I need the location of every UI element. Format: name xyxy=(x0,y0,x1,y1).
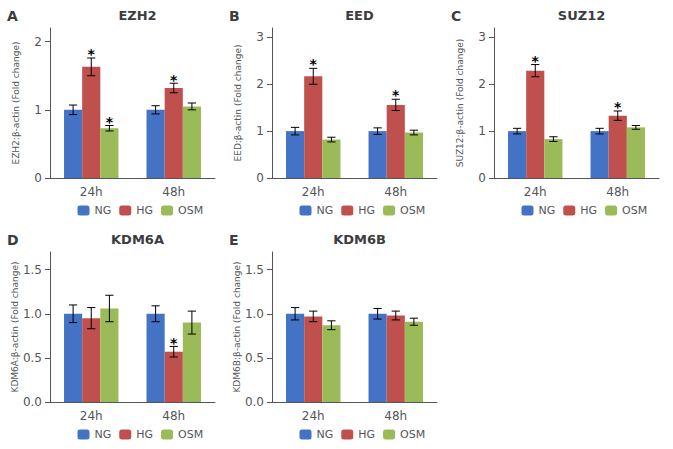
svg-text:NG: NG xyxy=(317,428,334,441)
svg-text:1.5: 1.5 xyxy=(245,263,264,277)
svg-text:24h: 24h xyxy=(302,409,325,423)
svg-text:OSM: OSM xyxy=(400,428,425,441)
svg-text:24h: 24h xyxy=(524,185,547,199)
svg-text:24h: 24h xyxy=(80,409,103,423)
svg-text:*: * xyxy=(170,335,178,351)
svg-text:NG: NG xyxy=(317,204,334,217)
svg-text:C: C xyxy=(451,8,461,24)
svg-text:1: 1 xyxy=(256,124,264,138)
svg-text:1.0: 1.0 xyxy=(23,307,42,321)
svg-text:E: E xyxy=(229,232,239,248)
svg-text:*: * xyxy=(88,46,96,62)
svg-text:1: 1 xyxy=(34,103,42,117)
svg-text:0.5: 0.5 xyxy=(23,351,42,365)
svg-text:EZH2:β-actin (Fold change): EZH2:β-actin (Fold change) xyxy=(11,41,21,164)
svg-text:3: 3 xyxy=(256,30,264,44)
svg-text:HG: HG xyxy=(136,428,153,441)
svg-text:*: * xyxy=(310,56,318,72)
svg-text:0: 0 xyxy=(478,171,486,185)
svg-text:*: * xyxy=(532,53,540,69)
svg-text:HG: HG xyxy=(580,204,597,217)
svg-text:*: * xyxy=(170,72,178,88)
svg-text:NG: NG xyxy=(95,428,112,441)
svg-text:OSM: OSM xyxy=(178,204,203,217)
svg-text:EED:β-actin (Fold change): EED:β-actin (Fold change) xyxy=(233,45,243,162)
svg-text:NG: NG xyxy=(95,204,112,217)
svg-text:B: B xyxy=(229,8,240,24)
svg-text:OSM: OSM xyxy=(178,428,203,441)
svg-text:HG: HG xyxy=(358,204,375,217)
svg-text:48h: 48h xyxy=(606,185,629,199)
svg-text:EZH2: EZH2 xyxy=(118,8,156,23)
svg-text:0.0: 0.0 xyxy=(23,395,42,409)
svg-text:1.0: 1.0 xyxy=(245,307,264,321)
svg-text:D: D xyxy=(7,232,19,248)
svg-text:0: 0 xyxy=(256,171,264,185)
svg-text:48h: 48h xyxy=(162,409,185,423)
svg-text:KDM6B:β-actin (Fold change): KDM6B:β-actin (Fold change) xyxy=(232,261,242,392)
svg-text:*: * xyxy=(614,99,622,115)
svg-text:2: 2 xyxy=(34,35,42,49)
svg-text:0.5: 0.5 xyxy=(245,351,264,365)
svg-text:NG: NG xyxy=(539,204,556,217)
svg-text:HG: HG xyxy=(358,428,375,441)
svg-text:2: 2 xyxy=(256,77,264,91)
svg-text:48h: 48h xyxy=(162,185,185,199)
svg-text:OSM: OSM xyxy=(622,204,647,217)
svg-text:0.0: 0.0 xyxy=(245,395,264,409)
svg-text:24h: 24h xyxy=(302,185,325,199)
svg-text:3: 3 xyxy=(478,30,486,44)
svg-text:48h: 48h xyxy=(384,185,407,199)
svg-text:EED: EED xyxy=(345,8,374,23)
svg-text:24h: 24h xyxy=(80,185,103,199)
svg-text:OSM: OSM xyxy=(400,204,425,217)
svg-text:1: 1 xyxy=(478,124,486,138)
svg-text:1.5: 1.5 xyxy=(23,263,42,277)
svg-text:A: A xyxy=(7,8,18,24)
svg-text:KDM6B: KDM6B xyxy=(333,232,386,247)
svg-text:HG: HG xyxy=(136,204,153,217)
svg-text:2: 2 xyxy=(478,77,486,91)
svg-text:KDM6A:β-actin (Fold change): KDM6A:β-actin (Fold change) xyxy=(10,262,20,393)
svg-text:SUZ12:β-actin (Fold change): SUZ12:β-actin (Fold change) xyxy=(455,39,465,167)
svg-text:*: * xyxy=(392,87,400,103)
svg-text:48h: 48h xyxy=(384,409,407,423)
svg-text:*: * xyxy=(106,114,114,130)
svg-text:0: 0 xyxy=(34,171,42,185)
svg-text:KDM6A: KDM6A xyxy=(111,232,164,247)
svg-text:SUZ12: SUZ12 xyxy=(558,8,605,23)
